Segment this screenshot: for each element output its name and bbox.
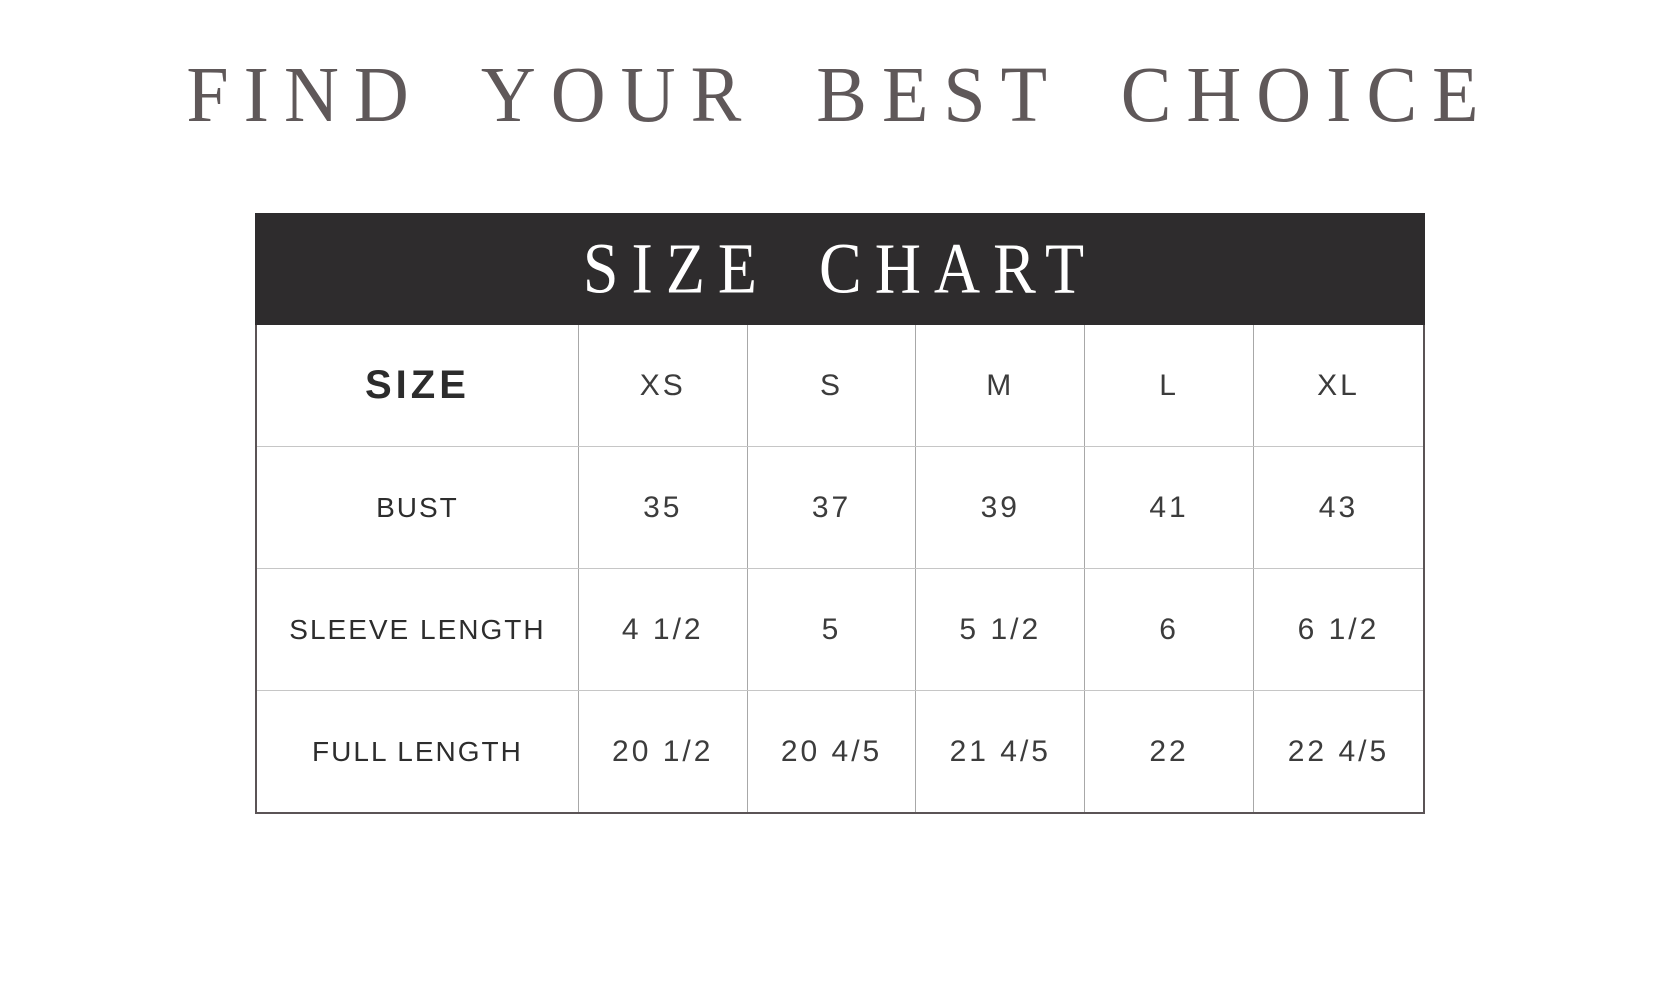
page-title: FIND YOUR BEST CHOICE bbox=[186, 51, 1494, 139]
bust-value-m: 39 bbox=[915, 446, 1086, 569]
column-header-xs: XS bbox=[577, 325, 748, 447]
row-label-bust: BUST bbox=[255, 446, 579, 569]
table-header-row: SIZE XS S M L XL bbox=[255, 325, 1425, 447]
full-length-value-xl: 22 4/5 bbox=[1252, 690, 1425, 814]
sleeve-length-value-m: 5 1/2 bbox=[915, 568, 1086, 691]
table-row-sleeve-length: SLEEVE LENGTH 4 1/2 5 5 1/2 6 6 1/2 bbox=[255, 568, 1425, 691]
table-row-bust: BUST 35 37 39 41 43 bbox=[255, 446, 1425, 569]
column-header-xl: XL bbox=[1252, 325, 1425, 447]
size-chart-banner-title: SIZE CHART bbox=[582, 228, 1098, 309]
size-chart-banner: SIZE CHART bbox=[255, 213, 1425, 325]
bust-value-s: 37 bbox=[746, 446, 917, 569]
full-length-value-s: 20 4/5 bbox=[746, 690, 917, 814]
size-table: SIZE XS S M L XL BUST 35 37 39 41 43 SLE… bbox=[255, 325, 1425, 814]
bust-value-xl: 43 bbox=[1252, 446, 1425, 569]
row-label-sleeve-length: SLEEVE LENGTH bbox=[255, 568, 579, 691]
row-label-full-length: FULL LENGTH bbox=[255, 690, 579, 814]
column-header-m: M bbox=[915, 325, 1086, 447]
column-header-s: S bbox=[746, 325, 917, 447]
column-header-size: SIZE bbox=[255, 325, 579, 447]
sleeve-length-value-xl: 6 1/2 bbox=[1252, 568, 1425, 691]
size-chart-panel: SIZE CHART SIZE XS S M L XL bbox=[255, 213, 1425, 814]
table-row-full-length: FULL LENGTH 20 1/2 20 4/5 21 4/5 22 22 4… bbox=[255, 690, 1425, 814]
bust-value-l: 41 bbox=[1084, 446, 1254, 569]
bust-value-xs: 35 bbox=[577, 446, 748, 569]
full-length-value-xs: 20 1/2 bbox=[577, 690, 748, 814]
sleeve-length-value-s: 5 bbox=[746, 568, 917, 691]
full-length-value-l: 22 bbox=[1084, 690, 1254, 814]
sleeve-length-value-l: 6 bbox=[1084, 568, 1254, 691]
column-header-l: L bbox=[1084, 325, 1254, 447]
full-length-value-m: 21 4/5 bbox=[915, 690, 1086, 814]
sleeve-length-value-xs: 4 1/2 bbox=[577, 568, 748, 691]
